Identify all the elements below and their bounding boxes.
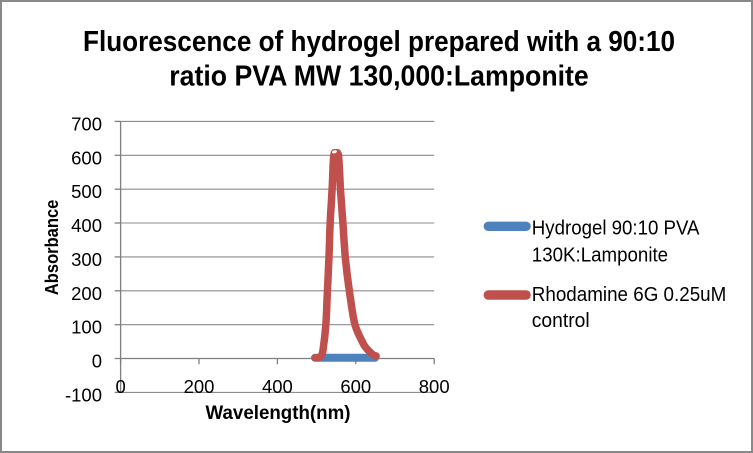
svg-text:Absorbance: Absorbance [42,200,62,296]
svg-text:Fluorescence of hydrogel prepa: Fluorescence of hydrogel prepared with a… [83,26,675,58]
svg-text:400: 400 [262,376,293,397]
svg-text:300: 300 [71,249,102,270]
svg-text:Hydrogel 90:10 PVA: Hydrogel 90:10 PVA [532,218,700,240]
svg-text:400: 400 [71,215,102,236]
svg-text:500: 500 [71,181,102,202]
svg-text:200: 200 [71,283,102,304]
svg-text:600: 600 [71,147,102,168]
svg-text:0: 0 [92,351,102,372]
svg-text:700: 700 [71,113,102,134]
svg-text:0: 0 [115,376,125,397]
svg-text:600: 600 [340,376,371,397]
svg-text:-100: -100 [65,384,102,405]
svg-text:Rhodamine 6G 0.25uM: Rhodamine 6G 0.25uM [532,284,727,306]
svg-text:100: 100 [71,317,102,338]
svg-text:ratio PVA MW 130,000:Lamponite: ratio PVA MW 130,000:Lamponite [169,61,589,93]
svg-text:Wavelength(nm): Wavelength(nm) [206,402,351,424]
svg-text:200: 200 [184,376,215,397]
svg-text:130K:Lamponite: 130K:Lamponite [532,245,668,267]
svg-text:control: control [532,310,590,332]
svg-text:800: 800 [419,376,450,397]
